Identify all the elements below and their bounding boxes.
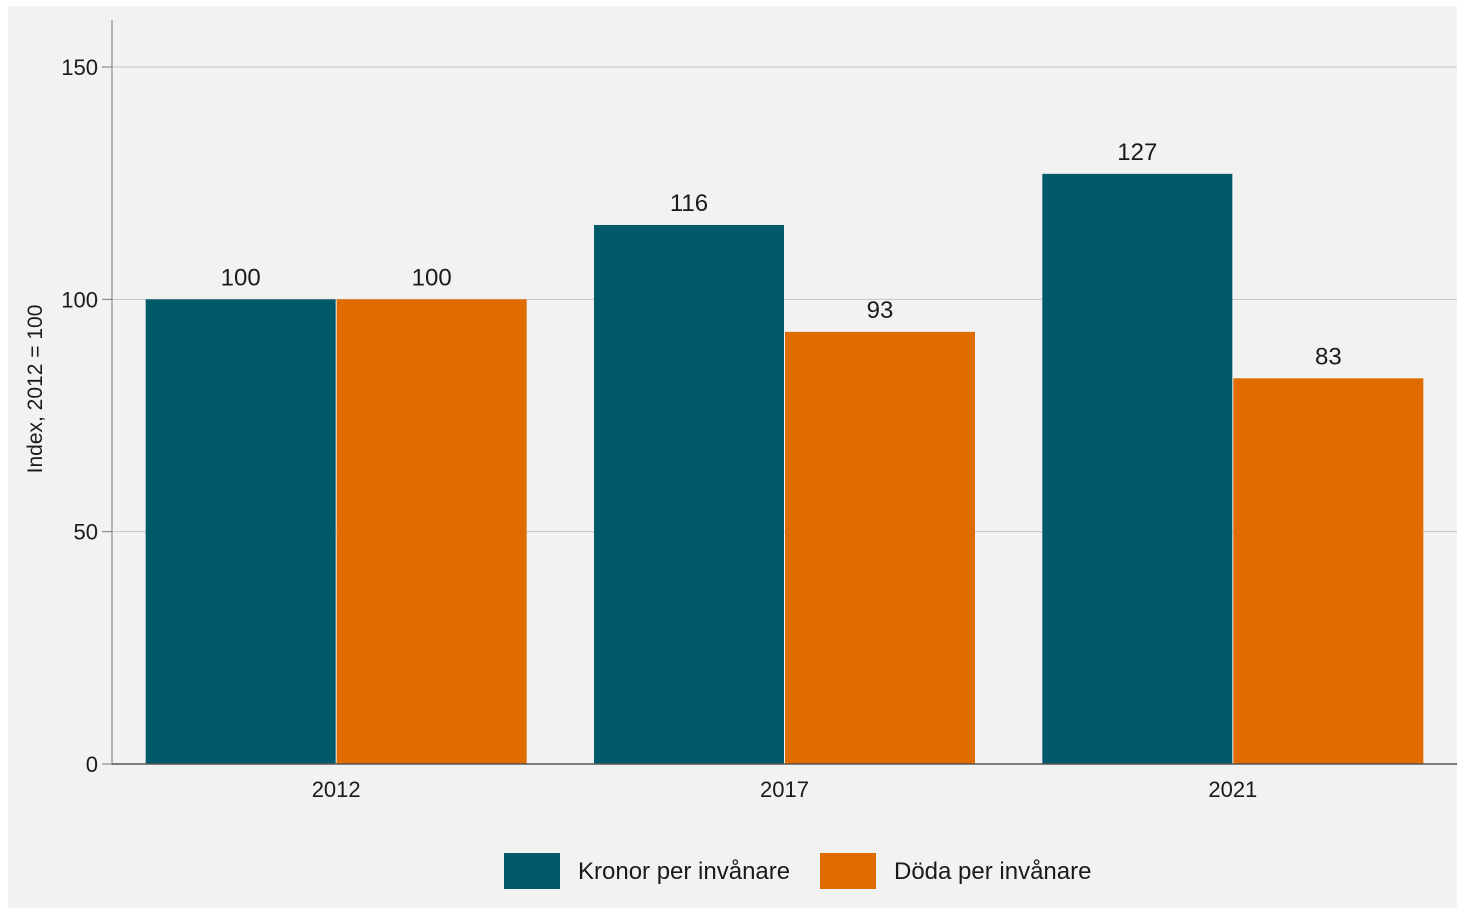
gridlines	[112, 66, 1457, 533]
data-label: 116	[670, 190, 708, 217]
chart-panel: 0 50 100 150 2012 2017 2021 100 100 116 93 127 83 I…	[8, 6, 1457, 908]
data-label: 83	[1315, 343, 1342, 370]
legend: Kronor per invånare Döda per invånare	[504, 853, 1091, 889]
x-tick-label: 2012	[312, 777, 361, 802]
bar	[1233, 378, 1424, 764]
legend-item: Kronor per invånare	[504, 853, 790, 889]
bar	[1042, 173, 1233, 764]
axes: 0 50 100 150 2012 2017 2021	[61, 20, 1457, 802]
legend-swatch	[504, 853, 560, 889]
bars	[145, 173, 1424, 764]
bar	[785, 331, 975, 764]
data-label: 100	[412, 264, 452, 291]
legend-swatch	[820, 853, 876, 889]
data-labels: 100 100 116 93 127 83	[221, 139, 1342, 370]
bar	[594, 224, 784, 764]
data-label: 93	[867, 297, 894, 324]
legend-item: Döda per invånare	[820, 853, 1091, 889]
bar	[145, 299, 336, 764]
bar-chart: 0 50 100 150 2012 2017 2021 100 100 116 93 127 83 I…	[24, 20, 1457, 889]
y-tick-label: 150	[61, 55, 98, 80]
x-tick-label: 2017	[760, 777, 809, 802]
y-tick-label: 0	[86, 752, 98, 777]
data-label: 127	[1117, 139, 1157, 166]
y-tick-label: 50	[74, 520, 98, 545]
x-tick-label: 2021	[1208, 777, 1257, 802]
y-axis-title: Index, 2012 = 100	[24, 305, 47, 474]
bar	[336, 299, 527, 764]
legend-label: Kronor per invånare	[578, 858, 790, 885]
y-tick-label: 100	[61, 287, 98, 312]
data-label: 100	[221, 264, 261, 291]
legend-label: Döda per invånare	[894, 858, 1091, 885]
